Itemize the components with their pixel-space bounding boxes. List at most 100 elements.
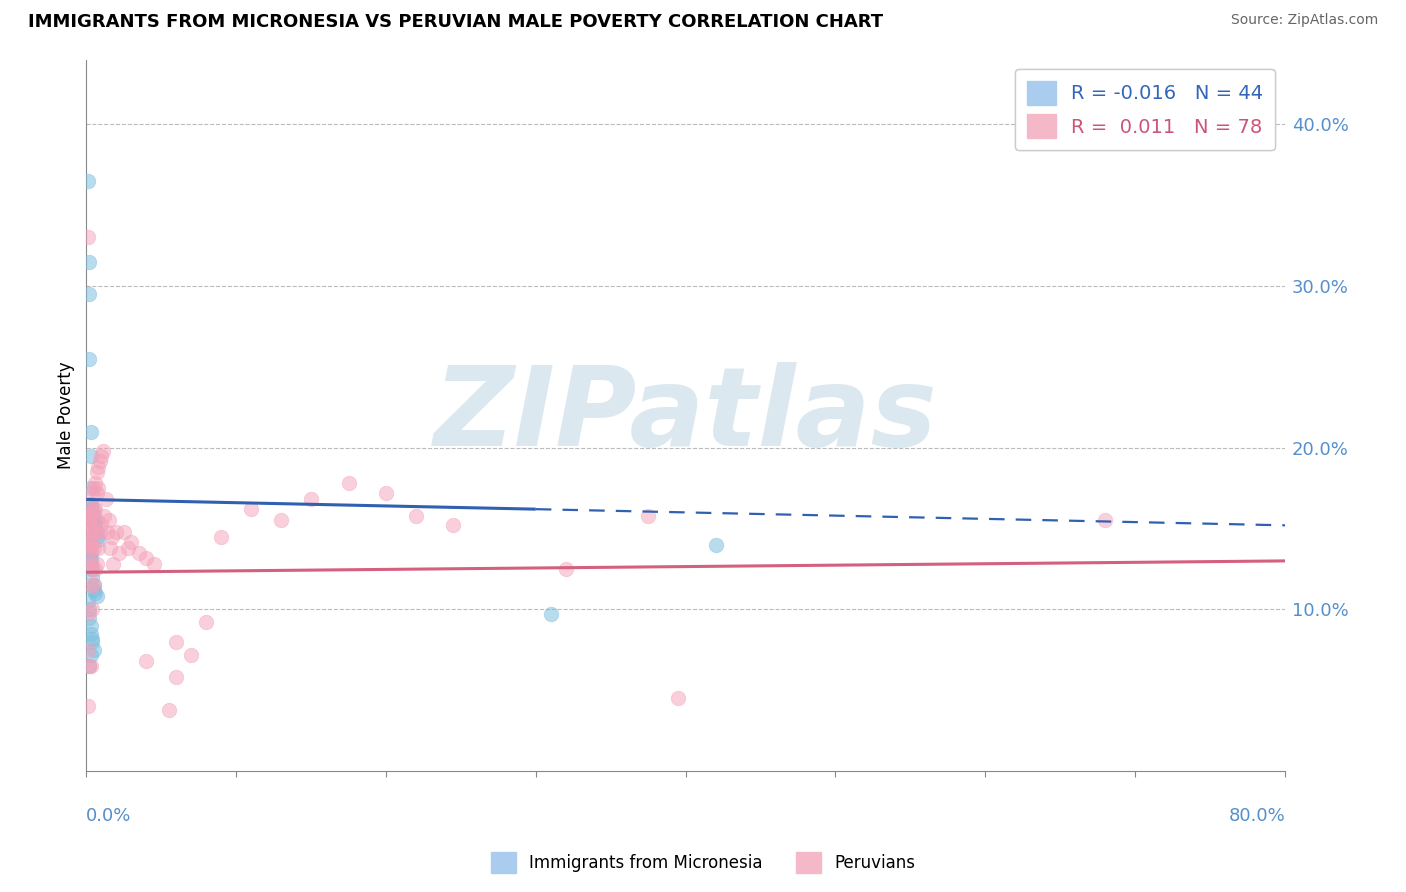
Point	[86, 590, 108, 604]
Legend: Immigrants from Micronesia, Peruvians: Immigrants from Micronesia, Peruvians	[484, 846, 922, 880]
Point	[180, 648, 202, 662]
Point	[79, 351, 101, 366]
Point	[82, 570, 104, 584]
Point	[84, 522, 107, 536]
Point	[80, 497, 103, 511]
Point	[76, 538, 98, 552]
Point	[87, 460, 110, 475]
Point	[83, 524, 105, 539]
Point	[80, 546, 103, 560]
Point	[142, 557, 165, 571]
Point	[79, 538, 101, 552]
Point	[108, 546, 131, 560]
Point	[80, 449, 103, 463]
Point	[90, 449, 112, 463]
Point	[82, 634, 104, 648]
Point	[80, 550, 103, 565]
Point	[637, 508, 659, 523]
Point	[405, 508, 427, 523]
Point	[86, 486, 108, 500]
Point	[84, 524, 107, 539]
Point	[80, 500, 103, 515]
Point	[96, 524, 118, 539]
Point	[80, 618, 103, 632]
Point	[441, 518, 464, 533]
Point	[79, 541, 101, 555]
Point	[80, 524, 103, 539]
Point	[1094, 514, 1116, 528]
Point	[103, 557, 125, 571]
Point	[135, 654, 157, 668]
Point	[79, 254, 101, 268]
Point	[93, 508, 115, 523]
Point	[82, 508, 104, 523]
Point	[270, 514, 292, 528]
Point	[83, 643, 105, 657]
Point	[84, 476, 107, 491]
Point	[128, 546, 150, 560]
Point	[82, 632, 104, 646]
Point	[82, 602, 104, 616]
Point	[157, 703, 180, 717]
Point	[86, 524, 108, 539]
Point	[165, 670, 187, 684]
Point	[79, 659, 101, 673]
Point	[76, 594, 98, 608]
Point	[80, 659, 103, 673]
Point	[89, 524, 111, 539]
Point	[79, 550, 101, 565]
Point	[80, 578, 103, 592]
Point	[76, 174, 98, 188]
Point	[105, 524, 128, 539]
Point	[337, 476, 360, 491]
Point	[80, 554, 103, 568]
Point	[91, 444, 114, 458]
Point	[554, 562, 576, 576]
Point	[82, 502, 104, 516]
Text: ZIPatlas: ZIPatlas	[434, 362, 938, 469]
Point	[79, 610, 101, 624]
Point	[112, 524, 135, 539]
Point	[80, 508, 103, 523]
Text: IMMIGRANTS FROM MICRONESIA VS PERUVIAN MALE POVERTY CORRELATION CHART: IMMIGRANTS FROM MICRONESIA VS PERUVIAN M…	[28, 13, 883, 31]
Point	[82, 562, 104, 576]
Point	[79, 287, 101, 301]
Point	[83, 481, 105, 495]
Y-axis label: Male Poverty: Male Poverty	[58, 361, 75, 469]
Point	[82, 505, 104, 519]
Point	[83, 582, 105, 597]
Point	[83, 541, 105, 555]
Point	[83, 578, 105, 592]
Point	[117, 541, 139, 555]
Point	[86, 465, 108, 479]
Point	[375, 486, 398, 500]
Point	[79, 518, 101, 533]
Point	[120, 534, 142, 549]
Point	[82, 486, 104, 500]
Point	[79, 514, 101, 528]
Point	[82, 522, 104, 536]
Point	[240, 502, 263, 516]
Point	[89, 453, 111, 467]
Point	[76, 230, 98, 244]
Point	[83, 510, 105, 524]
Text: 0.0%: 0.0%	[86, 806, 132, 825]
Point	[97, 514, 120, 528]
Point	[209, 530, 232, 544]
Point	[83, 514, 105, 528]
Point	[80, 648, 103, 662]
Point	[79, 602, 101, 616]
Point	[80, 557, 103, 571]
Point	[195, 615, 218, 630]
Point	[86, 557, 108, 571]
Text: 80.0%: 80.0%	[1229, 806, 1285, 825]
Point	[84, 586, 107, 600]
Point	[82, 538, 104, 552]
Point	[80, 541, 103, 555]
Point	[299, 492, 322, 507]
Point	[79, 606, 101, 620]
Point	[83, 578, 105, 592]
Text: Source: ZipAtlas.com: Source: ZipAtlas.com	[1230, 13, 1378, 28]
Point	[84, 518, 107, 533]
Point	[540, 607, 562, 622]
